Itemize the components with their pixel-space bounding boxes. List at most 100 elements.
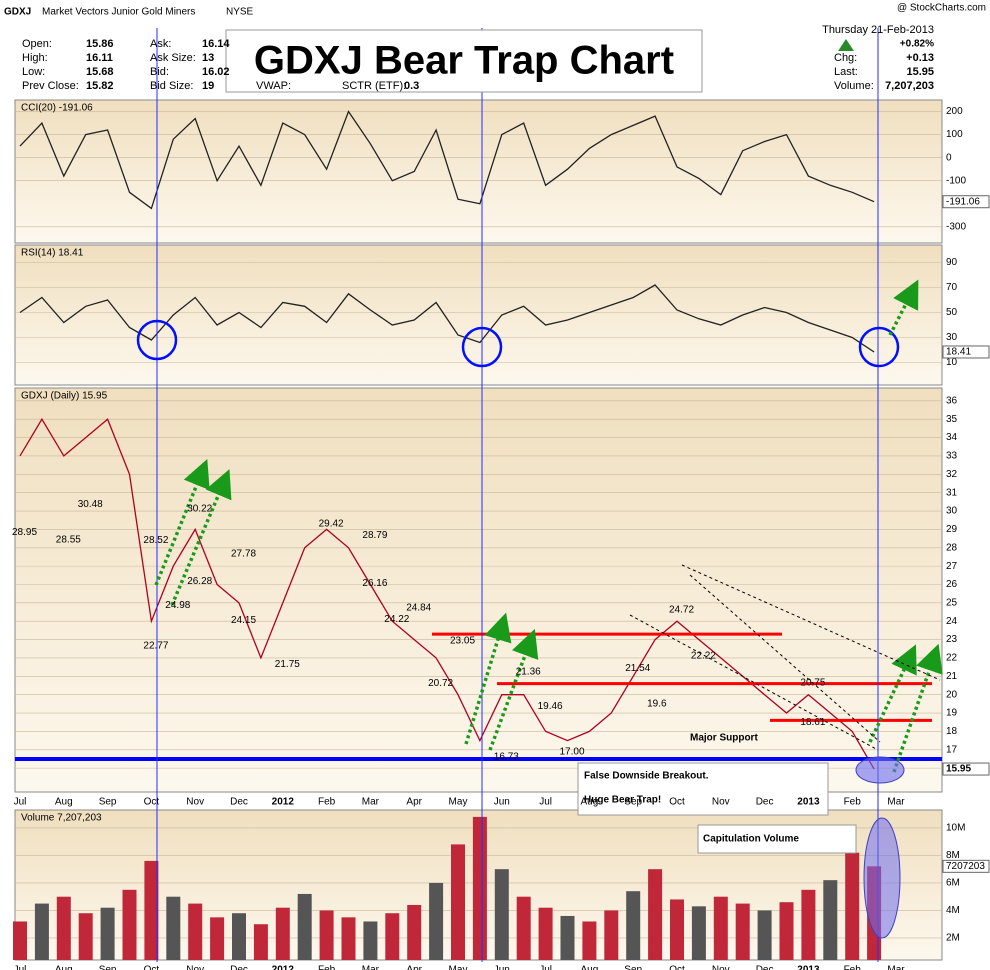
y-tick-label: 4M [946, 905, 960, 916]
title: GDXJ Bear Trap Chart [254, 39, 674, 83]
quote-label: SCTR (ETF): [342, 80, 406, 92]
title-box [225, 29, 703, 93]
exchange: NYSE [226, 7, 254, 18]
point-label: 28.52 [143, 535, 168, 546]
bar [735, 903, 750, 960]
point-label: 19.6 [647, 699, 667, 710]
series-line [19, 417, 875, 770]
x-tick-label: Jul [539, 797, 552, 808]
y-tick-label: 29 [946, 524, 958, 535]
overlay [136, 28, 943, 962]
x-tick-label: Mar [362, 965, 380, 970]
bar [166, 896, 181, 960]
bar [538, 907, 553, 960]
point-label: 29.42 [319, 518, 344, 529]
y-tick-label: 23 [946, 634, 958, 645]
x-tick-label: Nov [712, 965, 730, 970]
point-label: 18.61 [800, 717, 825, 728]
y-tick-label: 25 [946, 597, 958, 608]
bar [144, 860, 159, 960]
quote-value: 15.82 [86, 80, 114, 92]
x-tick-label: 2013 [797, 965, 820, 970]
y-tick-label: 30 [946, 506, 958, 517]
point-label: 28.79 [362, 530, 387, 541]
point-label: 26.16 [362, 578, 387, 589]
x-tick-label: Mar [362, 797, 380, 808]
y-tick-label: 30 [946, 332, 958, 343]
last-value: 15.95 [946, 764, 971, 775]
x-tick-label: Sep [99, 965, 117, 970]
bar [297, 893, 312, 960]
panel-label: GDXJ (Daily) 15.95 [21, 391, 108, 402]
quote-label: Low: [22, 66, 45, 78]
bar [691, 906, 706, 960]
x-tick-label: Sep [624, 965, 642, 970]
y-tick-label: 31 [946, 487, 958, 498]
x-tick-label: Apr [406, 797, 422, 808]
bar [670, 899, 684, 960]
bar [78, 913, 93, 960]
bar [253, 924, 268, 960]
channel-line [681, 564, 941, 681]
annotation: Capitulation Volume [703, 834, 799, 845]
x-tick-label: Aug [581, 965, 599, 970]
bar [757, 910, 772, 960]
y-tick-label: 0 [946, 152, 952, 163]
y-tick-label: 20 [946, 689, 958, 700]
quote-label: Chg: [834, 52, 857, 64]
symbol: GDXJ [4, 7, 31, 18]
quote-label: Volume: [834, 80, 874, 92]
y-tick-label: 10M [946, 823, 965, 834]
date: Thursday 21-Feb-2013 [822, 24, 934, 36]
point-label: 21.75 [275, 659, 300, 670]
last-value: 18.41 [946, 347, 971, 358]
bar [472, 816, 487, 960]
bar [56, 896, 71, 960]
quote-value: 16.14 [202, 38, 230, 50]
x-tick-label: Oct [669, 797, 685, 808]
series-line [19, 110, 875, 210]
panel-label: Volume 7,207,203 [21, 813, 102, 824]
point-label: 17.00 [560, 746, 585, 757]
bar [779, 902, 794, 960]
x-tick-label: Apr [406, 965, 422, 970]
bar [210, 917, 225, 960]
quote-value: 16.11 [86, 52, 113, 64]
x-tick-label: Nov [186, 965, 204, 970]
annotation: Major Support [690, 733, 758, 744]
quote-value: 15.68 [86, 66, 114, 78]
y-tick-label: 34 [946, 432, 958, 443]
x-tick-label: Jul [14, 965, 27, 970]
y-tick-label: 24 [946, 616, 958, 627]
quote-value: 19 [202, 80, 214, 92]
bar [188, 903, 203, 960]
y-tick-label: 10 [946, 357, 958, 368]
x-tick-label: Mar [887, 797, 905, 808]
point-label: 20.72 [428, 678, 453, 689]
change-pct: +0.82% [900, 39, 934, 50]
bar [232, 913, 246, 960]
bar [451, 844, 465, 960]
quote-label: Open: [22, 38, 52, 50]
source: @ StockCharts.com [897, 3, 986, 14]
x-tick-label: Oct [669, 965, 685, 970]
point-label: 30.48 [78, 499, 103, 510]
panel-label: CCI(20) -191.06 [21, 103, 93, 114]
y-tick-label: 21 [946, 671, 958, 682]
highlight-circle [461, 326, 503, 368]
panel-bg [14, 99, 943, 244]
x-tick-label: Dec [756, 965, 774, 970]
x-tick-label: Sep [99, 797, 117, 808]
last-value-box [942, 195, 990, 209]
y-tick-label: 2M [946, 933, 960, 944]
bar [713, 896, 728, 960]
x-tick-label: Oct [144, 797, 160, 808]
panel-bg [14, 244, 943, 386]
quote-label: VWAP: [256, 80, 291, 92]
x-tick-label: Dec [230, 797, 248, 808]
y-tick-label: 19 [946, 708, 958, 719]
y-tick-label: 18 [946, 726, 958, 737]
x-tick-label: Oct [144, 965, 160, 970]
quote-value: 7,207,203 [885, 80, 934, 92]
